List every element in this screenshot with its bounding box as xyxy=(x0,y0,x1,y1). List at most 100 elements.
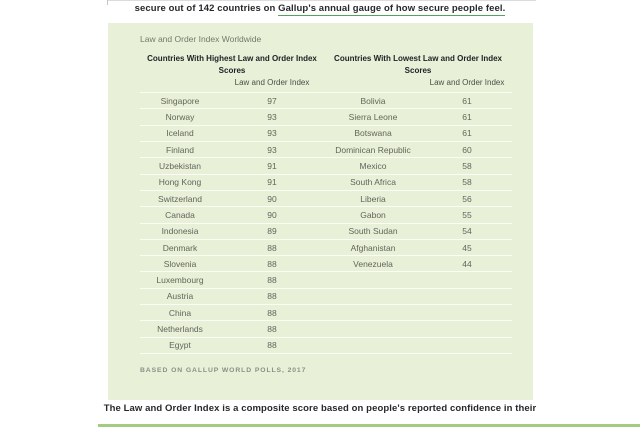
country-cell: Austria xyxy=(140,287,220,305)
score-cell: 88 xyxy=(220,320,325,338)
intro-text: secure out of 142 countries on xyxy=(134,3,279,14)
score-cell: 61 xyxy=(422,124,513,142)
score-cell: 93 xyxy=(220,141,325,158)
country-cell: Hong Kong xyxy=(140,173,220,191)
table-row: Finland 93 Dominican Republic 60 xyxy=(140,141,513,158)
score-cell xyxy=(422,271,513,289)
table-row: Indonesia 89 South Sudan 54 xyxy=(140,222,513,240)
score-cell: 88 xyxy=(220,304,325,321)
score-cell: 90 xyxy=(220,206,325,224)
highest-scores-header: Countries With Highest Law and Order Ind… xyxy=(147,54,317,75)
law-order-index-table: Countries With Highest Law and Order Ind… xyxy=(140,50,513,354)
score-cell: 91 xyxy=(220,173,325,191)
score-column-label-left: Law and Order Index xyxy=(234,78,310,88)
table-row: Denmark 88 Afghanistan 45 xyxy=(140,238,513,256)
empty-cell xyxy=(140,76,220,93)
table-row: Singapore 97 Bolivia 61 xyxy=(140,92,513,109)
country-cell: Mexico xyxy=(324,157,423,175)
figure-title: Law and Order Index Worldwide xyxy=(140,34,262,44)
score-cell: 91 xyxy=(220,157,325,175)
score-cell: 88 xyxy=(220,255,325,272)
country-cell: Slovenia xyxy=(140,255,220,272)
country-cell: Sierra Leone xyxy=(324,108,423,126)
country-cell xyxy=(324,271,423,289)
score-cell: 88 xyxy=(220,271,325,289)
country-cell: Singapore xyxy=(140,92,220,109)
country-cell: Luxembourg xyxy=(140,271,220,289)
table-row: Uzbekistan 91 Mexico 58 xyxy=(140,157,513,175)
score-cell: 61 xyxy=(422,92,513,109)
bottom-green-rule xyxy=(98,424,640,427)
country-cell: China xyxy=(140,304,220,321)
country-cell xyxy=(324,287,423,305)
country-cell xyxy=(324,336,423,354)
country-cell: Egypt xyxy=(140,336,220,354)
country-cell: Iceland xyxy=(140,124,220,142)
top-tick xyxy=(107,0,108,5)
country-cell: Uzbekistan xyxy=(140,157,220,175)
country-cell: Finland xyxy=(140,141,220,158)
empty-cell xyxy=(324,76,422,93)
country-cell: Denmark xyxy=(140,238,220,256)
country-cell: Botswana xyxy=(324,124,423,142)
score-cell: 58 xyxy=(422,173,513,191)
country-cell: South Sudan xyxy=(324,222,423,240)
country-cell: Netherlands xyxy=(140,320,220,338)
table-row: Hong Kong 91 South Africa 58 xyxy=(140,173,513,191)
table-row: Netherlands 88 xyxy=(140,320,513,338)
intro-paragraph: secure out of 142 countries on Gallup's … xyxy=(0,3,640,16)
group-header-row: Countries With Highest Law and Order Ind… xyxy=(140,50,512,76)
score-cell xyxy=(422,287,513,305)
country-cell: Norway xyxy=(140,108,220,126)
gallup-gauge-link[interactable]: Gallup's annual gauge of how secure peop… xyxy=(278,3,506,16)
law-order-index-figure: Law and Order Index Worldwide Countries … xyxy=(108,23,533,400)
country-cell: Indonesia xyxy=(140,222,220,240)
score-cell: 88 xyxy=(220,336,325,354)
score-column-label-right: Law and Order Index xyxy=(429,78,505,88)
country-cell: Gabon xyxy=(324,206,423,224)
table-body: Singapore 97 Bolivia 61 Norway 93 Sierra Leone… xyxy=(140,92,513,354)
top-divider xyxy=(108,0,536,1)
lowest-scores-header: Countries With Lowest Law and Order Inde… xyxy=(334,54,502,75)
score-cell: 54 xyxy=(422,222,513,240)
country-cell: Dominican Republic xyxy=(324,141,423,158)
score-cell: 44 xyxy=(422,255,513,272)
outro-paragraph: The Law and Order Index is a composite s… xyxy=(103,403,537,414)
country-cell: Liberia xyxy=(324,189,423,207)
table-row: China 88 xyxy=(140,304,513,321)
country-cell: South Africa xyxy=(324,173,423,191)
country-cell xyxy=(324,320,423,338)
score-cell: 58 xyxy=(422,157,513,175)
score-cell: 88 xyxy=(220,238,325,256)
score-cell: 88 xyxy=(220,287,325,305)
score-cell: 93 xyxy=(220,124,325,142)
score-cell: 90 xyxy=(220,189,325,207)
table-row: Austria 88 xyxy=(140,287,513,305)
table-row: Canada 90 Gabon 55 xyxy=(140,206,513,224)
table-row: Norway 93 Sierra Leone 61 xyxy=(140,108,513,126)
score-cell: 97 xyxy=(220,92,325,109)
country-cell: Bolivia xyxy=(324,92,423,109)
score-cell: 89 xyxy=(220,222,325,240)
country-cell: Afghanistan xyxy=(324,238,423,256)
score-cell xyxy=(422,320,513,338)
figure-source-note: BASED ON GALLUP WORLD POLLS, 2017 xyxy=(140,367,307,374)
value-label-row: Law and Order Index Law and Order Index xyxy=(140,76,512,93)
score-cell: 60 xyxy=(422,141,513,158)
table-row: Egypt 88 xyxy=(140,336,513,354)
table-row: Luxembourg 88 xyxy=(140,271,513,289)
country-cell xyxy=(324,304,423,321)
score-cell: 45 xyxy=(422,238,513,256)
score-cell xyxy=(422,336,513,354)
score-cell xyxy=(422,304,513,321)
country-cell: Venezuela xyxy=(324,255,423,272)
score-cell: 56 xyxy=(422,189,513,207)
table-row: Slovenia 88 Venezuela 44 xyxy=(140,255,513,272)
score-cell: 93 xyxy=(220,108,325,126)
score-cell: 55 xyxy=(422,206,513,224)
table-row: Iceland 93 Botswana 61 xyxy=(140,124,513,142)
country-cell: Canada xyxy=(140,206,220,224)
score-cell: 61 xyxy=(422,108,513,126)
table-row: Switzerland 90 Liberia 56 xyxy=(140,189,513,207)
